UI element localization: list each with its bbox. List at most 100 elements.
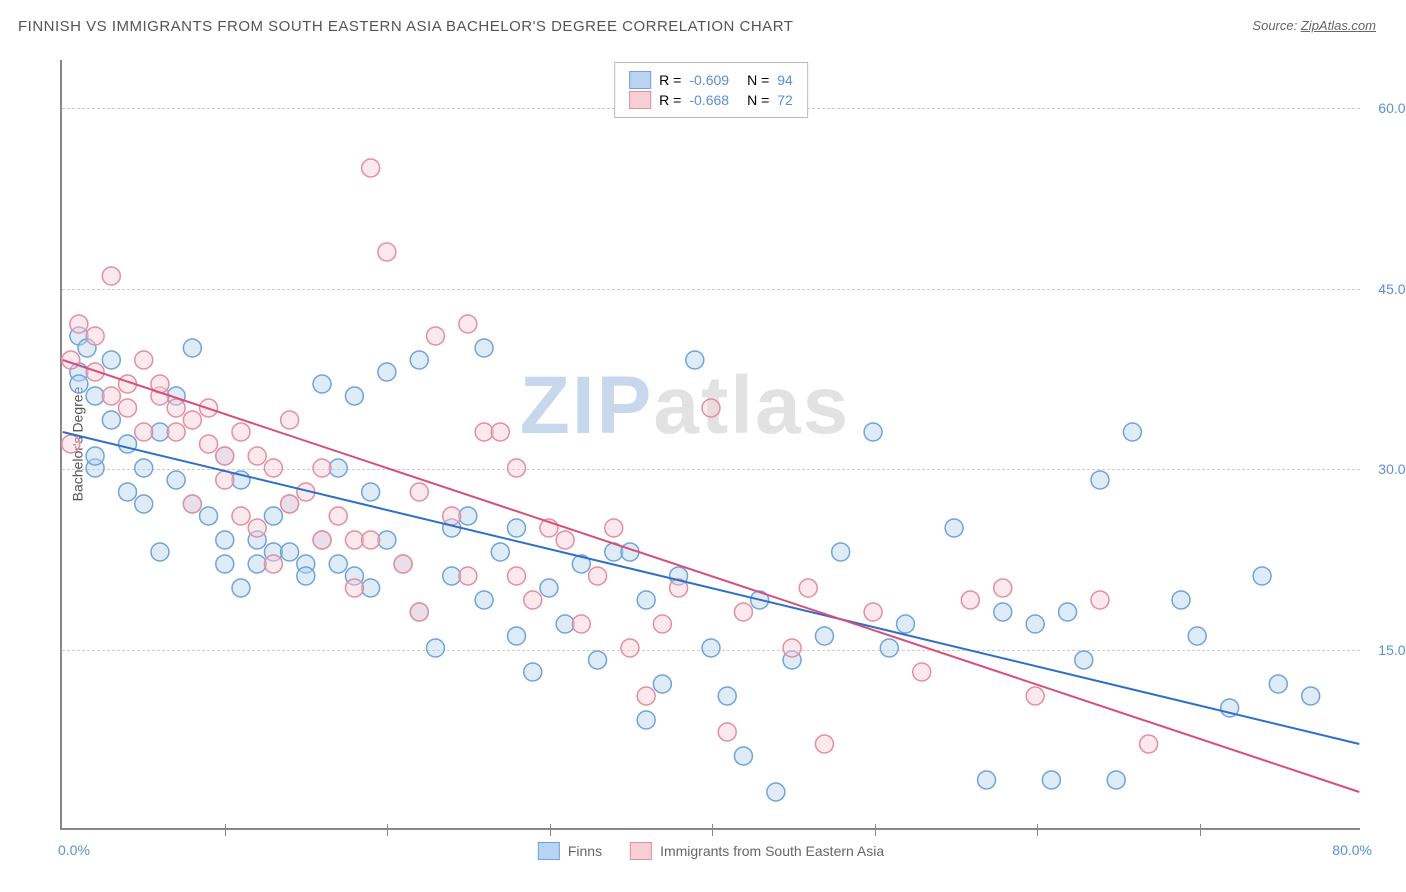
data-point [248, 447, 266, 465]
data-point [313, 375, 331, 393]
legend-r-value-finns: -0.609 [689, 72, 729, 88]
data-point [589, 567, 607, 585]
data-point [702, 639, 720, 657]
data-point [443, 507, 461, 525]
data-point [62, 435, 80, 453]
data-point [459, 507, 477, 525]
data-point [1253, 567, 1271, 585]
data-point [264, 507, 282, 525]
data-point [994, 579, 1012, 597]
data-point [232, 423, 250, 441]
data-point [362, 483, 380, 501]
data-point [718, 687, 736, 705]
data-point [119, 483, 137, 501]
data-point [524, 663, 542, 681]
data-point [475, 591, 493, 609]
data-point [475, 339, 493, 357]
data-point [1269, 675, 1287, 693]
data-point [945, 519, 963, 537]
data-point [135, 351, 153, 369]
data-point [345, 531, 363, 549]
data-point [734, 747, 752, 765]
data-point [1188, 627, 1206, 645]
data-point [832, 543, 850, 561]
y-tick-label: 45.0% [1378, 281, 1406, 297]
data-point [1091, 471, 1109, 489]
legend-label-finns: Finns [568, 843, 602, 859]
data-point [767, 783, 785, 801]
data-point [1091, 591, 1109, 609]
data-point [686, 351, 704, 369]
data-point [913, 663, 931, 681]
legend-label-immigrants: Immigrants from South Eastern Asia [660, 843, 884, 859]
y-tick-label: 30.0% [1378, 461, 1406, 477]
legend-bottom: Finns Immigrants from South Eastern Asia [538, 842, 884, 860]
source-link[interactable]: ZipAtlas.com [1301, 18, 1376, 33]
source-attribution: Source: ZipAtlas.com [1252, 18, 1376, 33]
data-point [216, 471, 234, 489]
data-point [183, 339, 201, 357]
data-point [815, 735, 833, 753]
x-axis-min-label: 0.0% [58, 842, 90, 858]
data-point [1172, 591, 1190, 609]
data-point [540, 579, 558, 597]
legend-n-label: N = [747, 92, 769, 108]
data-point [426, 327, 444, 345]
data-point [329, 555, 347, 573]
data-point [1123, 423, 1141, 441]
legend-row-finns: R = -0.609 N = 94 [629, 71, 793, 89]
data-point [653, 675, 671, 693]
data-point [880, 639, 898, 657]
y-tick-label: 60.0% [1378, 100, 1406, 116]
data-point [491, 543, 509, 561]
data-point [102, 387, 120, 405]
legend-item-immigrants: Immigrants from South Eastern Asia [630, 842, 884, 860]
data-point [605, 519, 623, 537]
data-point [426, 639, 444, 657]
data-point [1026, 687, 1044, 705]
data-point [102, 411, 120, 429]
data-point [1302, 687, 1320, 705]
data-point [524, 591, 542, 609]
data-point [216, 531, 234, 549]
legend-row-immigrants: R = -0.668 N = 72 [629, 91, 793, 109]
data-point [508, 627, 526, 645]
data-point [1026, 615, 1044, 633]
data-point [815, 627, 833, 645]
data-point [135, 423, 153, 441]
data-point [556, 531, 574, 549]
chart-title: FINNISH VS IMMIGRANTS FROM SOUTH EASTERN… [18, 18, 793, 35]
legend-n-value-immigrants: 72 [777, 92, 793, 108]
data-point [994, 603, 1012, 621]
data-point [167, 423, 185, 441]
legend-item-finns: Finns [538, 842, 602, 860]
data-point [1075, 651, 1093, 669]
data-point [1042, 771, 1060, 789]
data-point [200, 435, 218, 453]
data-point [345, 579, 363, 597]
data-point [1059, 603, 1077, 621]
legend-r-label: R = [659, 72, 681, 88]
data-point [102, 267, 120, 285]
data-point [1140, 735, 1158, 753]
legend-correlation: R = -0.609 N = 94 R = -0.668 N = 72 [614, 62, 808, 118]
data-point [313, 531, 331, 549]
data-point [508, 459, 526, 477]
data-point [378, 363, 396, 381]
data-point [329, 459, 347, 477]
data-point [167, 471, 185, 489]
data-point [508, 519, 526, 537]
data-point [135, 459, 153, 477]
data-point [86, 387, 104, 405]
trend-line [63, 360, 1360, 792]
data-point [183, 411, 201, 429]
data-point [167, 399, 185, 417]
data-point [961, 591, 979, 609]
data-point [86, 327, 104, 345]
data-point [362, 531, 380, 549]
data-point [86, 447, 104, 465]
data-point [119, 399, 137, 417]
data-point [362, 579, 380, 597]
data-point [329, 507, 347, 525]
data-point [864, 603, 882, 621]
